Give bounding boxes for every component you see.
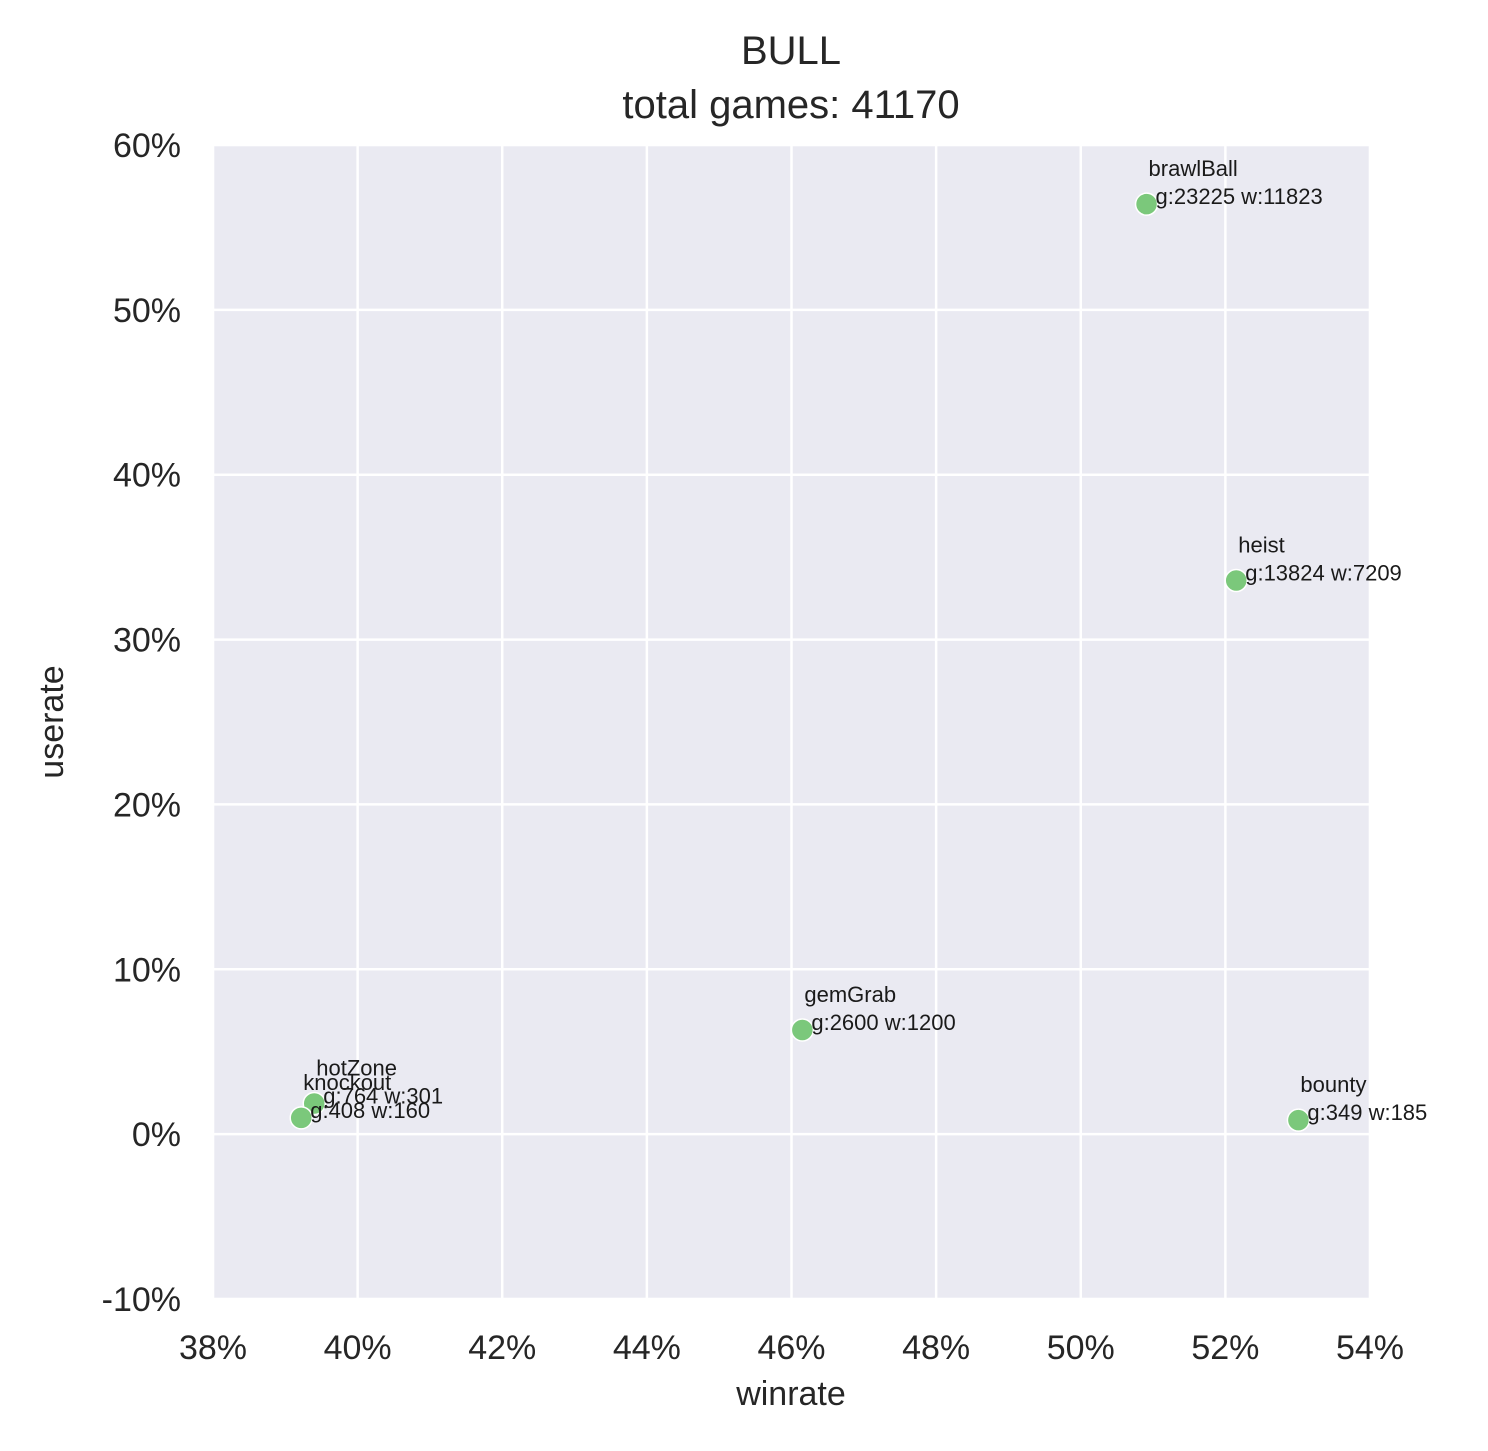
point-label-mode: gemGrab [804, 982, 896, 1007]
data-point [289, 1106, 313, 1130]
chart-subtitle: total games: 41170 [622, 83, 959, 127]
point-label-mode: knockout [303, 1070, 391, 1095]
chart-title: BULL [741, 29, 841, 73]
x-tick-label: 42% [468, 1329, 536, 1367]
point-label-stats: g:764 w:301 [323, 1083, 443, 1108]
point-labels: brawlBall g:23225 w:11823 heist g:13824 w:7… [303, 156, 1427, 1125]
point-label-mode: brawlBall [1149, 156, 1238, 181]
point-label-stats: g:23225 w:11823 [1156, 184, 1323, 209]
x-tick-label: 38% [179, 1329, 247, 1367]
x-tick-label: 54% [1336, 1329, 1404, 1367]
data-point [1134, 192, 1159, 216]
y-tick-label: 30% [113, 622, 181, 660]
y-tick-label: 50% [113, 292, 181, 330]
y-axis-label: userate [33, 665, 71, 778]
point-label-stats: g:2600 w:1200 [811, 1010, 955, 1035]
point-label-stats: g:349 w:185 [1307, 1100, 1427, 1125]
x-tick-label: 48% [902, 1329, 970, 1367]
point-label-mode: bounty [1300, 1072, 1366, 1097]
data-points [289, 192, 1311, 1132]
y-tick-label: 60% [113, 127, 181, 165]
data-point [1286, 1108, 1311, 1132]
x-tick-label: 52% [1191, 1329, 1259, 1367]
y-tick-label: 0% [132, 1116, 181, 1154]
x-tick-label: 50% [1047, 1329, 1115, 1367]
y-tick-label: 20% [113, 786, 181, 824]
x-axis-label: winrate [735, 1375, 846, 1413]
x-axis-ticks: 38% 40% 42% 44% 46% 48% 50% 52% 54% [179, 1329, 1404, 1367]
y-tick-label: -10% [102, 1281, 181, 1319]
data-point [790, 1018, 815, 1042]
y-tick-label: 10% [113, 951, 181, 989]
y-tick-label: 40% [113, 457, 181, 495]
x-tick-label: 46% [757, 1329, 825, 1367]
grid [211, 143, 1372, 1301]
x-tick-label: 40% [324, 1329, 392, 1367]
point-label-mode: hotZone [316, 1055, 397, 1080]
data-point [1224, 568, 1248, 593]
y-axis-ticks: -10% 0% 10% 20% 30% 40% 50% 60% [102, 127, 181, 1319]
x-tick-label: 44% [613, 1329, 681, 1367]
point-label-stats: g:408 w:160 [310, 1098, 430, 1123]
point-label-mode: heist [1238, 533, 1284, 558]
point-label-stats: g:13824 w:7209 [1245, 561, 1402, 586]
